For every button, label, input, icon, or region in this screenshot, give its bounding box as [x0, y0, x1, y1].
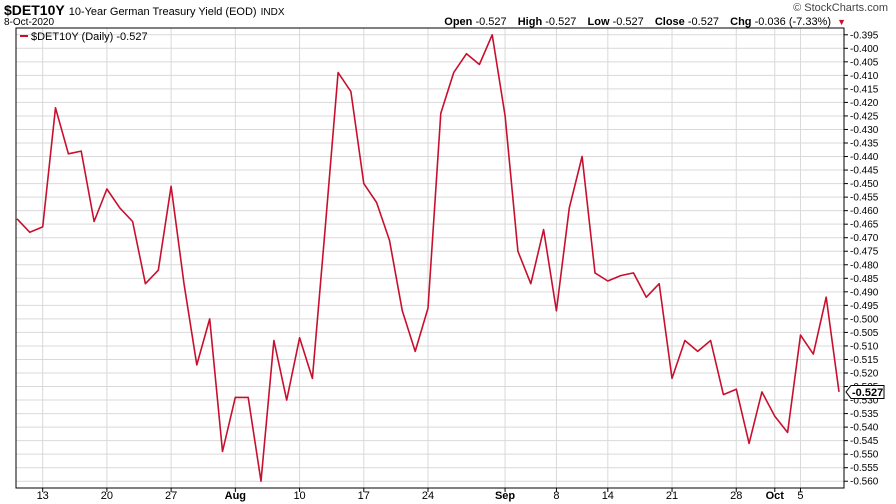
x-tick-label: Oct: [766, 490, 785, 502]
x-tick-label: 8: [553, 490, 559, 502]
y-tick-label: -0.490: [850, 287, 879, 298]
x-axis: 13 20 27 Aug 10 17 24 Sep 8 14 21 28 Oct 5: [37, 488, 804, 502]
y-tick-label: -0.500: [850, 314, 879, 325]
y-tick-label: -0.505: [850, 328, 879, 339]
x-tick-label: 17: [358, 490, 370, 502]
y-axis: -0.395 -0.400 -0.405 -0.410 -0.415 -0.420 -0.4…: [844, 30, 879, 487]
y-tick-label: -0.470: [850, 233, 879, 244]
x-tick-label: 20: [101, 490, 113, 502]
y-tick-label: -0.415: [850, 84, 879, 95]
y-tick-label: -0.425: [850, 111, 879, 122]
x-tick-label: Sep: [495, 490, 515, 502]
y-tick-label: -0.555: [850, 463, 879, 474]
y-tick-label: -0.465: [850, 220, 879, 231]
legend: $DET10Y (Daily) -0.527: [20, 31, 148, 43]
y-tick-label: -0.445: [850, 166, 879, 177]
x-tick-label: Aug: [225, 490, 246, 502]
y-tick-label: -0.545: [850, 436, 879, 447]
x-tick-label: 27: [165, 490, 177, 502]
y-tick-label: -0.460: [850, 206, 879, 217]
y-tick-label: -0.480: [850, 260, 879, 271]
last-value-badge: -0.527: [846, 385, 884, 399]
last-value-label: -0.527: [852, 387, 883, 399]
y-tick-label: -0.430: [850, 125, 879, 136]
x-tick-label: 10: [293, 490, 305, 502]
y-tick-label: -0.495: [850, 301, 879, 312]
y-tick-label: -0.440: [850, 152, 879, 163]
y-tick-label: -0.400: [850, 44, 879, 55]
y-tick-label: -0.410: [850, 71, 879, 82]
x-tick-label: 5: [797, 490, 803, 502]
y-tick-label: -0.450: [850, 179, 879, 190]
y-tick-label: -0.405: [850, 57, 879, 68]
y-tick-label: -0.455: [850, 193, 879, 204]
y-tick-label: -0.560: [850, 477, 879, 488]
y-tick-label: -0.420: [850, 98, 879, 109]
y-tick-label: -0.395: [850, 30, 879, 41]
x-tick-label: 13: [37, 490, 49, 502]
y-tick-label: -0.510: [850, 341, 879, 352]
y-tick-label: -0.475: [850, 247, 879, 258]
x-tick-label: 28: [730, 490, 742, 502]
y-tick-label: -0.535: [850, 409, 879, 420]
x-tick-label: 24: [422, 490, 434, 502]
x-tick-label: 14: [602, 490, 614, 502]
legend-label: $DET10Y (Daily) -0.527: [31, 31, 148, 43]
y-tick-label: -0.485: [850, 274, 879, 285]
y-tick-label: -0.515: [850, 355, 879, 366]
y-tick-label: -0.435: [850, 139, 879, 150]
y-tick-label: -0.550: [850, 450, 879, 461]
y-tick-label: -0.520: [850, 369, 879, 380]
y-tick-label: -0.540: [850, 423, 879, 434]
x-tick-label: 21: [666, 490, 678, 502]
